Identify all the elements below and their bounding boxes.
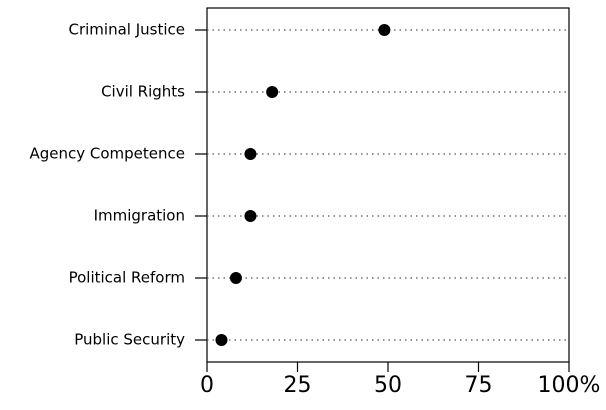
dot xyxy=(244,148,257,160)
dot xyxy=(215,334,228,346)
x-tick-label: 50 xyxy=(374,373,402,398)
x-tick-label: 0 xyxy=(200,373,214,398)
y-tick-label: Criminal Justice xyxy=(69,21,186,39)
plot-frame xyxy=(206,7,570,363)
dot xyxy=(244,210,257,222)
x-tick-label: 25 xyxy=(284,373,312,398)
x-tick-label: 100% xyxy=(538,373,601,398)
y-tick-label: Civil Rights xyxy=(101,83,185,101)
dot xyxy=(266,86,279,98)
y-tick-label: Immigration xyxy=(94,207,185,225)
dot xyxy=(378,24,391,36)
y-tick-label: Agency Competence xyxy=(29,145,185,163)
x-tick-label: 75 xyxy=(465,373,493,398)
y-tick-label: Public Security xyxy=(74,331,185,349)
y-tick-label: Political Reform xyxy=(69,269,185,287)
dot xyxy=(229,272,242,284)
